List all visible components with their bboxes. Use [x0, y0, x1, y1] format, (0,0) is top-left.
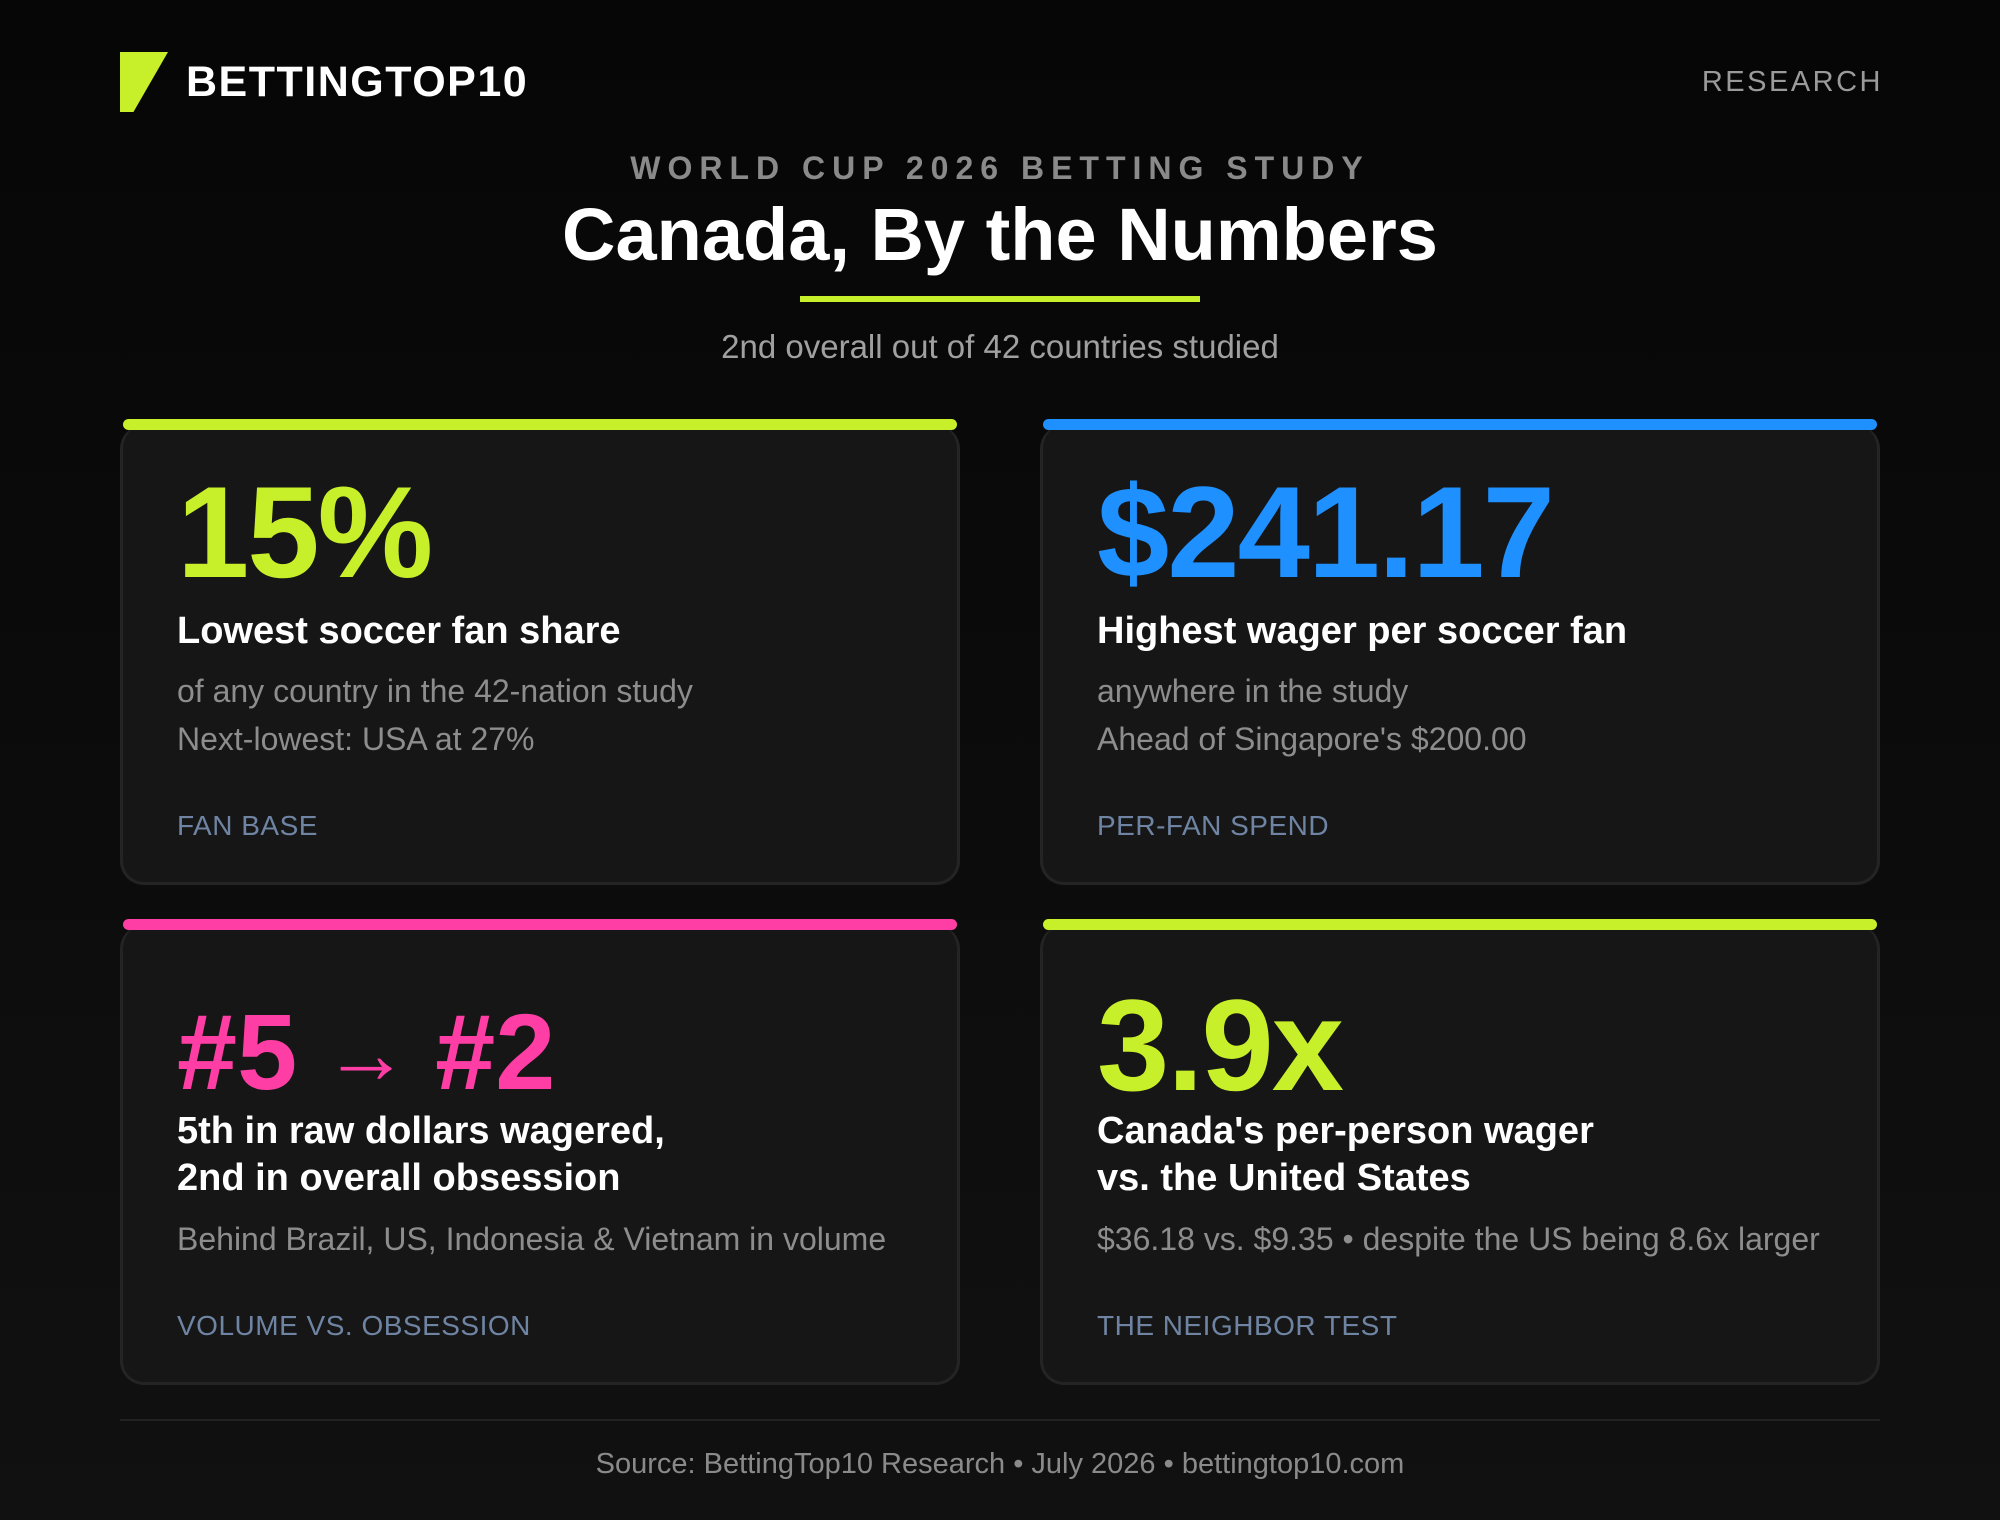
arrow-right-icon: → [323, 1006, 410, 1102]
stat-category-tag: PER-FAN SPEND [1097, 810, 1330, 841]
stat-card-per-fan-spend: $241.17 Highest wager per soccer fan any… [1040, 419, 1880, 885]
card-accent-bar [1043, 919, 1877, 930]
footer-divider [120, 1419, 1880, 1421]
stat-card-volume-vs-obsession: #5 → #2 5th in raw dollars wagered, 2nd in… [120, 919, 960, 1385]
stat-description-line: of any country in the 42-nation study [177, 673, 693, 709]
nav-research-link[interactable]: RESEARCH [1701, 66, 1883, 98]
stat-value: 15% [177, 459, 433, 605]
stat-value: $241.17 [1097, 459, 1555, 605]
card-accent-bar [123, 419, 957, 430]
title-underline [800, 296, 1200, 302]
stat-description-line: Behind Brazil, US, Indonesia & Vietnam i… [177, 1221, 887, 1257]
page-title: Canada, By the Numbers [562, 193, 1438, 276]
stat-description: anywhere in the study Ahead of Singapore… [1097, 667, 1527, 763]
stat-description-line: Ahead of Singapore's $200.00 [1097, 721, 1527, 757]
rank-from: #5 [177, 991, 298, 1112]
card-accent-bar [1043, 419, 1877, 430]
stat-description: $36.18 vs. $9.35 • despite the US being … [1097, 1215, 1820, 1263]
page-kicker: WORLD CUP 2026 BETTING STUDY [630, 150, 1370, 186]
stat-category-tag: THE NEIGHBOR TEST [1097, 1310, 1398, 1341]
stat-headline: Lowest soccer fan share [177, 610, 621, 652]
rank-to: #2 [435, 991, 556, 1112]
brand-name: BETTINGTOP10 [186, 57, 529, 106]
stat-value: 3.9x [1097, 972, 1344, 1118]
footer-source: Source: BettingTop10 Research • July 202… [595, 1448, 1405, 1480]
stat-headline-line: Canada's per-person wager [1097, 1110, 1594, 1152]
brand-logo-icon [120, 52, 168, 112]
stat-description-line: Next-lowest: USA at 27% [177, 721, 535, 757]
stat-headline-line: vs. the United States [1097, 1157, 1471, 1199]
stat-category-tag: FAN BASE [177, 810, 318, 841]
card-accent-bar [123, 919, 957, 930]
brand[interactable]: BETTINGTOP10 [120, 52, 528, 112]
stat-headline-line: 5th in raw dollars wagered, [177, 1110, 665, 1152]
stat-headline: 5th in raw dollars wagered, 2nd in overa… [177, 1108, 665, 1202]
stat-description-line: anywhere in the study [1097, 673, 1409, 709]
stat-description-line: $36.18 vs. $9.35 • despite the US being … [1097, 1221, 1820, 1257]
stat-headline-line: 2nd in overall obsession [177, 1157, 621, 1199]
stat-headline: Highest wager per soccer fan [1097, 610, 1628, 652]
stat-description: Behind Brazil, US, Indonesia & Vietnam i… [177, 1215, 886, 1263]
stat-card-neighbor-test: 3.9x Canada's per-person wager vs. the U… [1040, 919, 1880, 1385]
stat-description: of any country in the 42-nation study Ne… [177, 667, 693, 763]
page-subtitle: 2nd overall out of 42 countries studied [721, 328, 1279, 365]
stat-category-tag: VOLUME VS. OBSESSION [177, 1310, 531, 1341]
stat-value: #5 → #2 [177, 998, 555, 1106]
stat-card-fan-base: 15% Lowest soccer fan share of any count… [120, 419, 960, 885]
stat-headline: Canada's per-person wager vs. the United… [1097, 1108, 1594, 1202]
